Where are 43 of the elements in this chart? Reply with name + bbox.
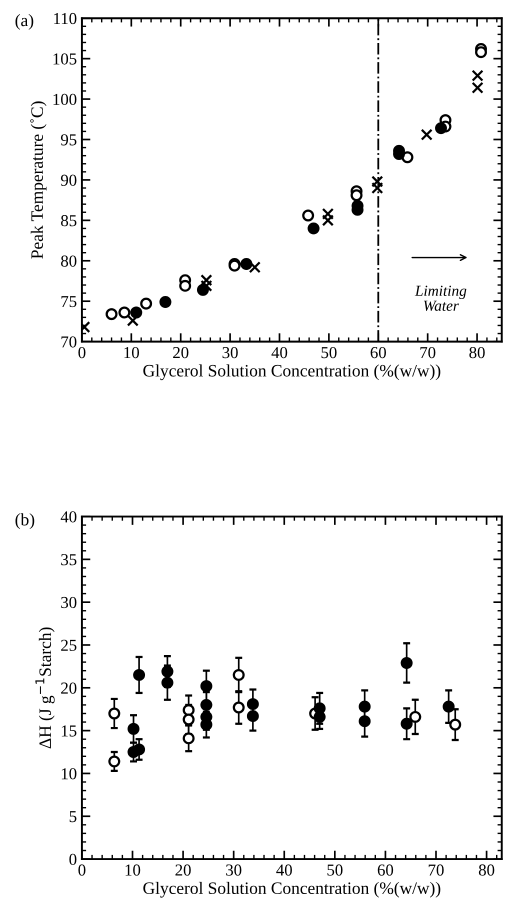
y-tick-label: 90 [60,174,76,186]
x-tick-label: 70 [428,864,444,876]
y-axis-title: Peak Temperature (˚C) [30,101,47,259]
y-tick-label: 100 [54,94,76,106]
x-tick-label: 70 [420,346,436,358]
x-tick-label: 60 [370,346,386,358]
y-tick-label: 75 [61,296,76,308]
x-tick-label: 0 [78,864,86,876]
y-tick-label: 5 [70,811,76,822]
y-tick-label: 110 [54,12,76,24]
y-axis-title: ΔH (J g$^{−1}$Starch) [35,627,55,748]
x-tick-label: 40 [271,346,288,358]
x-axis-title: Glycerol Solution Concentration (%(w/w)) [143,882,440,898]
y-tick-label: 30 [61,596,76,608]
x-tick-label: 20 [175,864,191,876]
y-tick-label: 70 [61,336,76,348]
y-tick-label: 20 [61,682,76,694]
y-tick-label: 105 [54,53,76,65]
y-tick-label: 85 [61,215,76,226]
x-tick-label: 60 [378,864,394,876]
x-tick-label: 30 [222,346,238,358]
x-tick-label: 0 [78,346,86,358]
y-tick-label: 15 [62,725,76,737]
x-tick-label: 80 [469,346,485,358]
x-axis-title: Glycerol Solution Concentration (%(w/w)) [143,364,440,380]
x-tick-label: 10 [124,346,140,358]
y-tick-label: 80 [61,255,76,267]
x-tick-label: 10 [126,864,140,876]
x-tick-label: 30 [226,864,242,876]
x-tick-label: 50 [322,346,337,358]
x-tick-label: 20 [173,346,188,358]
y-tick-label: 25 [61,640,76,651]
x-tick-label: 40 [276,864,292,876]
y-tick-label: 10 [62,768,76,780]
annotation: Limiting Water [414,286,466,311]
x-tick-label: 80 [478,864,494,876]
y-tick-label: 0 [69,854,76,866]
y-tick-label: 35 [61,554,76,566]
chart-title: (b) [16,513,34,530]
y-tick-label: 95 [60,134,76,146]
chart-title: (a) [16,14,34,30]
y-tick-label: 40 [60,511,76,522]
x-tick-label: 50 [327,864,343,876]
